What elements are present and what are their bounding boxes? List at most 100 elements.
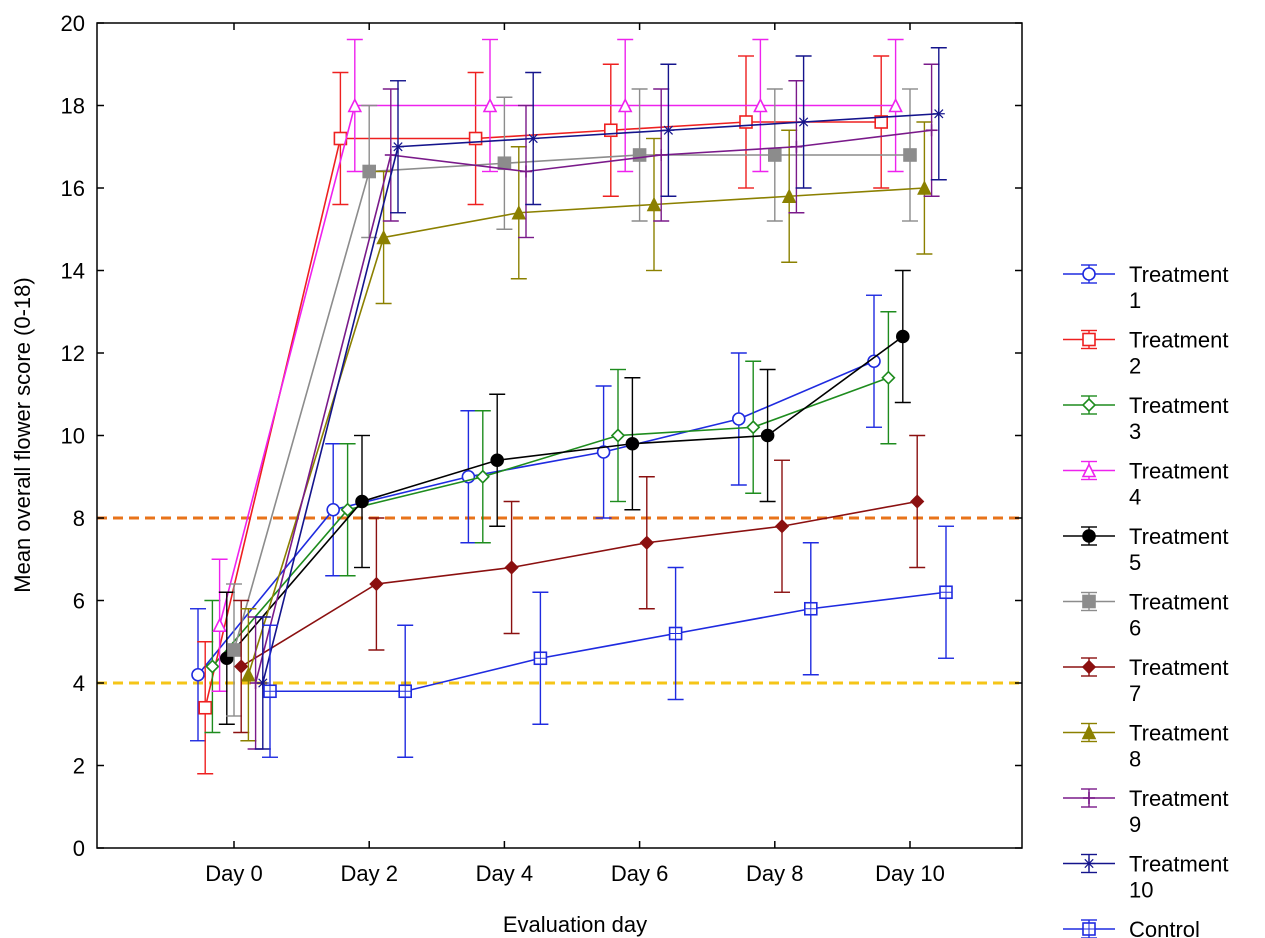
series-line-11 [270, 591, 947, 693]
legend-label-4-line-2: 4 [1129, 485, 1141, 510]
series-line-10 [262, 112, 939, 684]
y-tick-label-7: 14 [61, 259, 85, 284]
series-line-6 [233, 154, 910, 651]
data-point-4-3 [617, 97, 633, 113]
legend-label-5-line-1: Treatment [1129, 524, 1228, 549]
data-point-1-0 [191, 667, 205, 682]
data-point-1-3 [596, 445, 611, 459]
legend-marker-9 [1083, 792, 1095, 804]
legend-label-1-line-2: 1 [1129, 288, 1141, 313]
data-point-8-4 [781, 188, 797, 204]
legend-label-7-line-2: 7 [1129, 681, 1141, 706]
legend-marker-3 [1081, 397, 1097, 413]
data-point-6-0 [227, 643, 241, 657]
data-point-2-5 [874, 115, 889, 129]
data-point-6-2 [497, 156, 512, 171]
legend-label-7-line-1: Treatment [1129, 655, 1228, 680]
legend-label-10-line-2: 10 [1129, 878, 1153, 903]
series-11 [262, 525, 954, 758]
legend-label-11: Control [1129, 917, 1200, 938]
x-tick-label-3: Day 6 [611, 861, 668, 886]
data-point-11-2 [533, 651, 548, 666]
x-tick-label-2: Day 4 [476, 861, 533, 886]
y-tick-label-0: 0 [73, 836, 85, 861]
data-point-10-2 [527, 132, 540, 145]
data-point-11-0 [263, 684, 277, 699]
legend-label-9-line-1: Treatment [1129, 786, 1228, 811]
series-1 [190, 294, 882, 742]
legend-marker-11 [1082, 922, 1096, 936]
x-tick-label-4: Day 8 [746, 861, 803, 886]
data-point-8-5 [917, 180, 932, 195]
y-tick-label-5: 10 [61, 424, 85, 449]
y-tick-label-2: 4 [73, 671, 85, 696]
data-point-1-4 [731, 412, 746, 426]
data-point-7-3 [639, 535, 654, 550]
legend-label-8-line-2: 8 [1129, 747, 1141, 772]
legend-marker-8 [1081, 724, 1097, 740]
y-tick-label-3: 6 [73, 589, 85, 614]
series-5 [218, 269, 911, 725]
data-point-9-5 [925, 124, 938, 137]
data-point-3-0 [205, 659, 220, 674]
series-7 [233, 434, 926, 734]
data-point-4-4 [753, 97, 768, 113]
data-point-5-3 [625, 436, 640, 451]
data-point-2-0 [198, 700, 212, 715]
legend-label-6-line-2: 6 [1129, 616, 1141, 641]
data-point-9-3 [655, 149, 668, 161]
series-6 [226, 88, 918, 717]
data-point-3-1 [340, 502, 355, 517]
legend-marker-6 [1082, 594, 1096, 609]
series-line-5 [226, 335, 904, 659]
data-point-4-2 [482, 97, 498, 113]
data-point-7-1 [369, 576, 384, 592]
axes: 0 2 4 6 8 10 12 14 16 18 20 Day 0 Day 2 Day 4 Day 6 Day… [61, 11, 1023, 886]
data-point-3-5 [881, 370, 896, 385]
series-line-3 [211, 376, 889, 668]
data-point-9-1 [384, 149, 397, 161]
legend-label-2-line-1: Treatment [1129, 328, 1228, 353]
series-layer [190, 38, 954, 775]
series-2 [197, 55, 890, 775]
legend-label-5-line-2: 5 [1129, 550, 1141, 575]
legend-label-1-line-1: Treatment [1129, 262, 1228, 287]
y-tick-label-4: 8 [73, 506, 85, 531]
data-point-1-1 [326, 502, 341, 517]
y-tick-label-6: 12 [61, 341, 85, 366]
data-point-11-3 [668, 626, 683, 641]
x-tick-label-5: Day 10 [875, 861, 945, 886]
series-8 [240, 121, 933, 742]
data-point-11-5 [939, 585, 953, 600]
y-tick-label-9: 18 [61, 94, 85, 119]
data-point-10-1 [392, 140, 404, 153]
y-axis-label: Mean overall flower score (0-18) [10, 277, 35, 592]
legend-label-4-line-1: Treatment [1129, 459, 1228, 484]
series-3 [204, 311, 897, 734]
data-point-9-4 [790, 140, 803, 153]
data-point-11-1 [398, 684, 413, 699]
x-axis-label: Evaluation day [503, 912, 647, 937]
legend-marker-10 [1083, 857, 1095, 870]
legend-marker-1 [1082, 267, 1096, 281]
series-line-9 [254, 129, 932, 684]
data-point-5-1 [355, 494, 369, 509]
data-point-7-2 [504, 560, 519, 575]
data-point-4-5 [888, 97, 903, 113]
series-9 [247, 63, 940, 750]
legend-marker-2 [1082, 332, 1096, 347]
x-tick-label-1: Day 2 [340, 861, 397, 886]
data-point-10-5 [932, 107, 945, 120]
reference-lines [97, 516, 1022, 685]
data-point-8-1 [376, 229, 391, 245]
y-tick-label-8: 16 [61, 176, 85, 201]
legend-label-3-line-2: 3 [1129, 419, 1141, 444]
plot-background [97, 23, 1022, 848]
